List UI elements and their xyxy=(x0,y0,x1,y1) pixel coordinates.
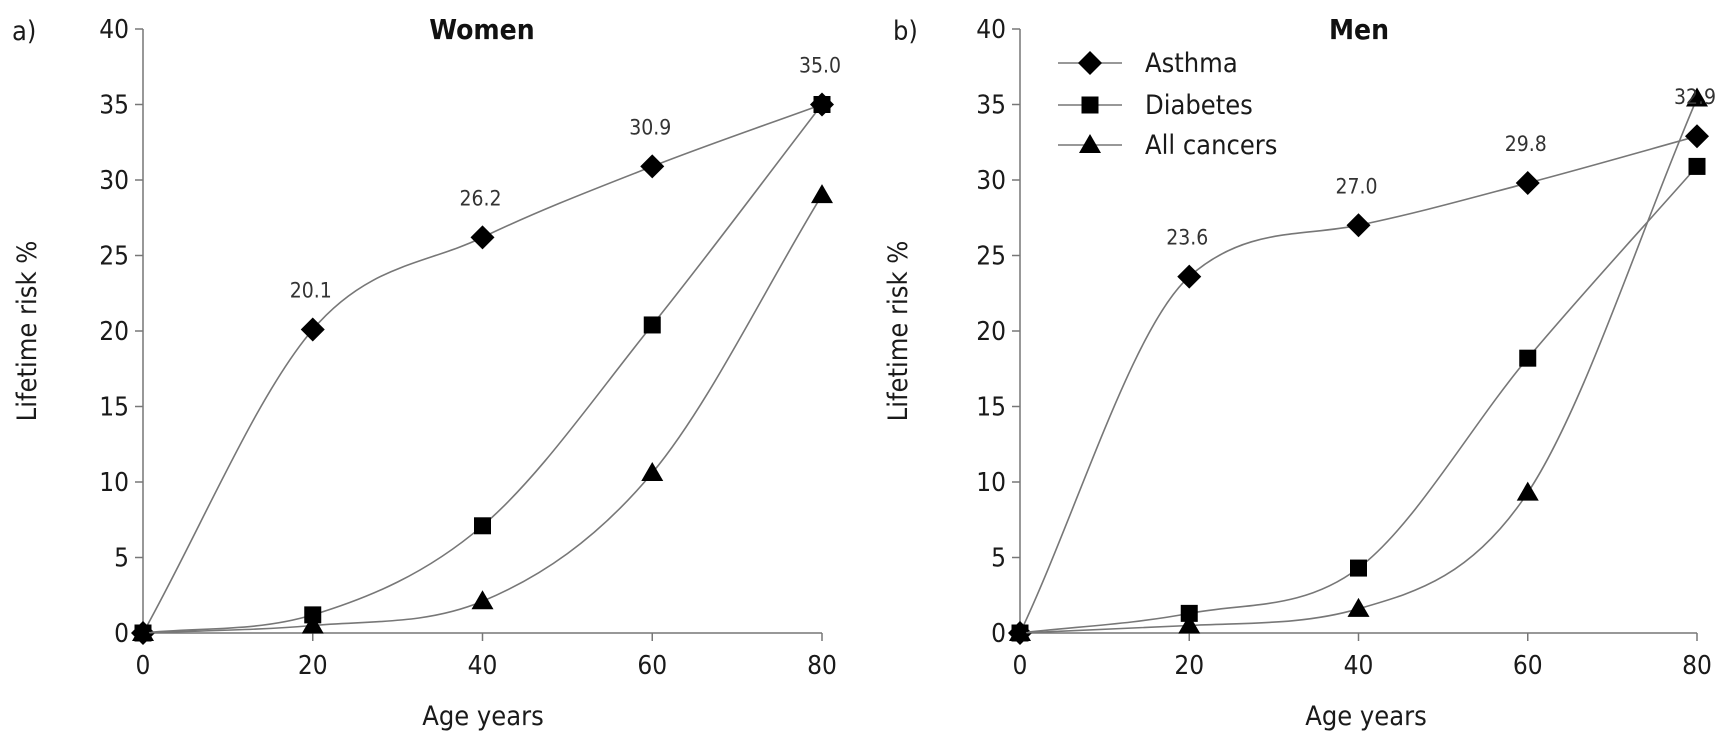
data-point-diabetes xyxy=(1688,157,1706,175)
y-tick-label: 5 xyxy=(991,544,1006,574)
y-tick-label: 40 xyxy=(99,15,129,45)
data-label: 23.6 xyxy=(1166,226,1208,250)
x-tick-label: 60 xyxy=(637,651,667,681)
y-tick-label: 25 xyxy=(976,242,1006,272)
data-point-asthma xyxy=(300,317,325,342)
data-point-all-cancers xyxy=(1516,481,1539,501)
data-point-asthma xyxy=(1515,171,1540,196)
x-tick-label: 20 xyxy=(1174,651,1204,681)
data-label: 20.1 xyxy=(290,278,332,302)
legend-label: Diabetes xyxy=(1145,90,1253,121)
x-axis-label: Age years xyxy=(422,701,544,732)
data-point-all-cancers xyxy=(301,614,324,634)
data-point-asthma xyxy=(1177,264,1202,289)
data-point-asthma xyxy=(470,225,495,250)
x-tick-label: 0 xyxy=(136,651,151,681)
panel-label: b) xyxy=(893,16,918,47)
data-point-all-cancers xyxy=(1178,614,1201,634)
legend: Asthma Diabetes All cancers xyxy=(1058,48,1277,161)
data-point-asthma xyxy=(640,154,665,179)
chart-title: Women xyxy=(429,13,534,46)
legend-marker-diabetes xyxy=(1081,96,1099,114)
data-point-diabetes xyxy=(643,316,661,334)
panel-a: 0 5 10 15 20 25 30 35 40 0 20 40 60 80 Age years Lifeti… xyxy=(12,13,841,732)
y-tick-label: 35 xyxy=(976,91,1006,121)
data-point-all-cancers xyxy=(1009,622,1031,641)
y-tick-label: 30 xyxy=(99,166,129,196)
data-point-diabetes xyxy=(1180,604,1198,622)
data-label: 29.8 xyxy=(1505,132,1547,156)
series-line-diabetes xyxy=(1019,165,1698,634)
y-tick-label: 35 xyxy=(99,91,129,121)
x-tick-label: 80 xyxy=(807,651,837,681)
data-point-diabetes xyxy=(813,96,831,113)
x-tick-label: 40 xyxy=(1344,651,1374,681)
y-tick-label: 20 xyxy=(99,317,129,347)
data-point-all-cancers xyxy=(811,184,833,204)
series-diabetes xyxy=(1011,157,1706,642)
legend-label: All cancers xyxy=(1145,130,1277,161)
data-label: 26.2 xyxy=(459,186,501,210)
series-line-all-cancers xyxy=(1019,98,1698,634)
data-point-diabetes xyxy=(1519,349,1537,367)
data-label: 32.9 xyxy=(1674,85,1715,109)
y-tick-label: 10 xyxy=(976,468,1006,498)
legend-marker-all-cancers xyxy=(1079,134,1101,153)
y-tick-label: 20 xyxy=(976,317,1006,347)
y-tick-label: 0 xyxy=(114,619,129,649)
x-tick-label: 40 xyxy=(468,651,498,681)
y-tick-label: 30 xyxy=(976,166,1006,196)
x-tick-label: 60 xyxy=(1513,651,1543,681)
legend-item-asthma: Asthma xyxy=(1058,48,1238,79)
legend-item-all-cancers: All cancers xyxy=(1058,130,1277,161)
legend-item-diabetes: Diabetes xyxy=(1058,90,1253,121)
data-label: 30.9 xyxy=(629,115,671,139)
data-point-diabetes xyxy=(474,517,491,535)
x-tick-label: 80 xyxy=(1682,651,1712,681)
y-tick-label: 40 xyxy=(976,15,1006,45)
y-axis-label: Lifetime risk % xyxy=(12,241,43,422)
panel-b: 0 5 10 15 20 25 30 35 40 0 20 40 60 80 Age years Lifeti… xyxy=(883,13,1715,732)
data-point-asthma xyxy=(1346,213,1371,238)
data-point-all-cancers xyxy=(1686,87,1708,107)
y-tick-label: 15 xyxy=(99,393,129,423)
series-line-asthma xyxy=(1019,135,1698,634)
y-axis-label: Lifetime risk % xyxy=(883,241,914,422)
series-line-asthma xyxy=(142,103,823,634)
legend-label: Asthma xyxy=(1145,48,1238,79)
data-point-all-cancers xyxy=(471,590,494,610)
legend-marker-asthma xyxy=(1078,51,1102,75)
data-label: 27.0 xyxy=(1335,174,1377,198)
panel-label: a) xyxy=(12,16,36,47)
data-point-all-cancers xyxy=(1347,597,1370,617)
series-asthma xyxy=(131,92,834,645)
data-point-all-cancers xyxy=(132,622,154,641)
series-diabetes xyxy=(134,96,831,642)
data-label: 35.0 xyxy=(799,54,841,78)
series-line-all-cancers xyxy=(142,194,823,634)
y-tick-label: 15 xyxy=(976,393,1006,423)
series-line-diabetes xyxy=(142,104,823,634)
x-tick-label: 0 xyxy=(1013,651,1028,681)
data-point-diabetes xyxy=(1350,559,1367,577)
y-tick-label: 5 xyxy=(114,544,129,574)
x-axis-label: Age years xyxy=(1305,701,1427,732)
series-all-cancers xyxy=(132,184,833,641)
y-tick-label: 25 xyxy=(99,242,129,272)
data-point-asthma xyxy=(1685,124,1709,149)
chart-title: Men xyxy=(1329,13,1389,46)
series-all-cancers xyxy=(1009,87,1708,641)
y-tick-label: 10 xyxy=(99,468,129,498)
x-tick-label: 20 xyxy=(298,651,328,681)
y-tick-label: 0 xyxy=(991,619,1006,649)
data-point-all-cancers xyxy=(641,461,664,481)
